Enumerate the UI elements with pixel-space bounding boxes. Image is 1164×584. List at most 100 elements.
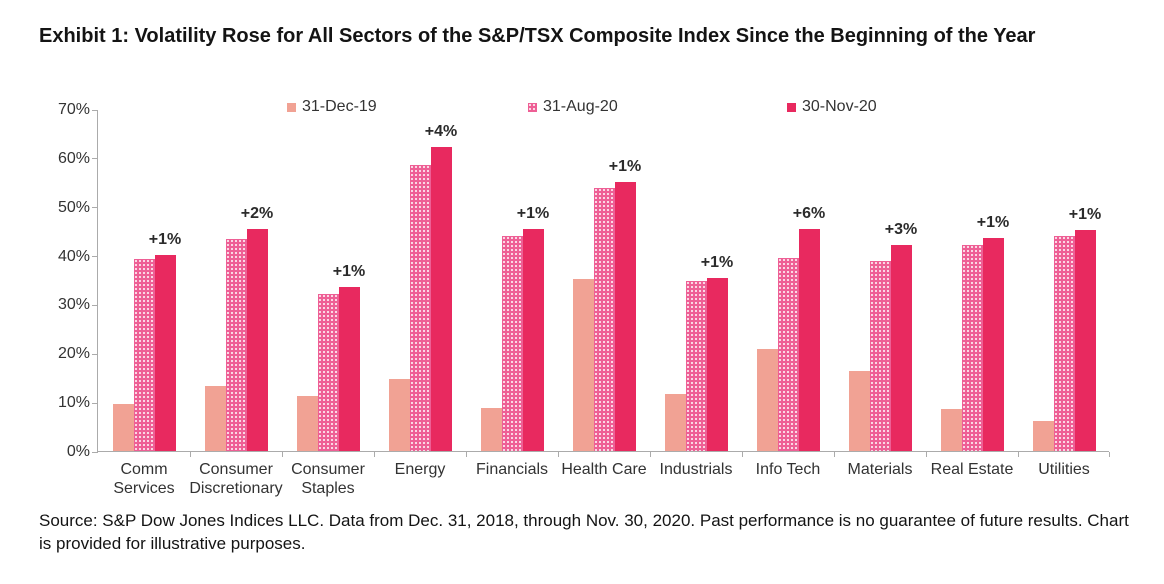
bar-group: +4% bbox=[374, 110, 466, 451]
legend-swatch-icon bbox=[787, 102, 796, 112]
y-tick-label: 40% bbox=[57, 247, 90, 265]
bar-annotation: +1% bbox=[148, 230, 182, 248]
bar-group: +1% bbox=[466, 110, 558, 451]
y-tick bbox=[92, 256, 98, 258]
x-tick bbox=[374, 452, 375, 457]
legend-item-31-aug-20: 31-Aug-20 bbox=[528, 97, 618, 117]
bar-30-nov-20 bbox=[982, 238, 1004, 451]
bar-31-aug-20 bbox=[869, 260, 891, 451]
bar-31-dec-19 bbox=[1032, 421, 1054, 451]
bar-31-aug-20 bbox=[501, 235, 523, 451]
x-category-label: Financials bbox=[475, 461, 549, 478]
bar-group: +1% bbox=[1018, 110, 1110, 451]
y-tick bbox=[92, 451, 98, 453]
x-tick bbox=[834, 452, 835, 457]
bar-31-aug-20 bbox=[685, 281, 707, 451]
x-tick bbox=[650, 452, 651, 457]
y-tick bbox=[92, 353, 98, 355]
bar-31-dec-19 bbox=[388, 378, 410, 451]
y-tick bbox=[92, 109, 98, 111]
bar-31-aug-20 bbox=[133, 259, 155, 451]
x-tick bbox=[466, 452, 467, 457]
x-category-label: Industrials bbox=[659, 461, 733, 478]
y-tick-label: 30% bbox=[57, 296, 90, 314]
y-tick-label: 70% bbox=[57, 101, 90, 118]
bar-group: +3% bbox=[834, 110, 926, 451]
bar-annotation: +1% bbox=[700, 254, 734, 272]
x-category-label: Utilities bbox=[1038, 461, 1090, 478]
bar-31-dec-19 bbox=[848, 371, 870, 451]
bar-annotation: +3% bbox=[884, 221, 918, 239]
bar-30-nov-20 bbox=[614, 181, 636, 451]
bar-31-aug-20 bbox=[777, 257, 799, 451]
x-category-label: Info Tech bbox=[755, 461, 821, 478]
bar-30-nov-20 bbox=[430, 146, 452, 451]
x-tick bbox=[1109, 452, 1110, 457]
y-tick-label: 20% bbox=[57, 345, 90, 363]
bar-30-nov-20 bbox=[154, 254, 176, 451]
bar-31-aug-20 bbox=[961, 245, 983, 451]
bar-30-nov-20 bbox=[706, 278, 728, 451]
y-tick bbox=[92, 304, 98, 306]
bar-31-dec-19 bbox=[480, 408, 502, 451]
bar-annotation: +1% bbox=[976, 214, 1010, 232]
x-tick bbox=[926, 452, 927, 457]
chart-title: Exhibit 1: Volatility Rose for All Secto… bbox=[39, 25, 1036, 47]
legend-swatch-icon bbox=[287, 102, 296, 112]
bar-31-dec-19 bbox=[112, 403, 134, 451]
bar-group: +2% bbox=[190, 110, 282, 451]
bar-31-dec-19 bbox=[756, 348, 778, 451]
bar-31-aug-20 bbox=[1053, 235, 1075, 451]
bar-group: +1% bbox=[650, 110, 742, 451]
bar-30-nov-20 bbox=[1074, 230, 1096, 451]
bar-31-aug-20 bbox=[225, 239, 247, 451]
bar-31-dec-19 bbox=[204, 386, 226, 451]
y-tick bbox=[92, 402, 98, 404]
bar-31-dec-19 bbox=[664, 394, 686, 451]
bar-31-aug-20 bbox=[317, 293, 339, 451]
x-tick bbox=[190, 452, 191, 457]
y-tick bbox=[92, 207, 98, 209]
bar-30-nov-20 bbox=[338, 287, 360, 451]
legend-label: 30-Nov-20 bbox=[802, 98, 877, 115]
y-tick-label: 60% bbox=[57, 149, 90, 167]
bar-30-nov-20 bbox=[522, 228, 544, 451]
bar-31-aug-20 bbox=[409, 164, 431, 451]
x-category-label: Health Care bbox=[561, 461, 647, 478]
legend-swatch-icon bbox=[528, 102, 537, 112]
bar-annotation: +4% bbox=[424, 122, 458, 140]
plot-area: 0% 10% 20% 30% 40% 50% 60% 70% +1% Comm Services +… bbox=[58, 101, 1110, 497]
x-category-label: Energy bbox=[394, 461, 446, 478]
x-tick bbox=[742, 452, 743, 457]
x-tick bbox=[282, 452, 283, 457]
x-category-label: Consumer Staples bbox=[291, 461, 365, 497]
bar-30-nov-20 bbox=[246, 229, 268, 451]
x-category-label: Comm Services bbox=[113, 461, 175, 497]
y-tick-label: 50% bbox=[57, 198, 90, 216]
bar-annotation: +1% bbox=[608, 157, 642, 175]
y-tick-label: 0% bbox=[66, 443, 90, 460]
bar-30-nov-20 bbox=[890, 245, 912, 451]
x-category-label: Real Estate bbox=[930, 461, 1014, 478]
bar-annotation: +1% bbox=[1068, 206, 1102, 224]
legend-item-31-dec-19: 31-Dec-19 bbox=[287, 97, 377, 117]
legend-label: 31-Aug-20 bbox=[543, 98, 618, 115]
bar-31-dec-19 bbox=[572, 278, 594, 451]
x-category-label: Consumer Discretionary bbox=[189, 461, 283, 497]
bar-31-dec-19 bbox=[296, 396, 318, 451]
bar-30-nov-20 bbox=[798, 228, 820, 451]
legend-label: 31-Dec-19 bbox=[302, 98, 377, 115]
bar-group: +6% bbox=[742, 110, 834, 451]
bar-31-dec-19 bbox=[940, 408, 962, 451]
bar-annotation: +1% bbox=[332, 263, 366, 281]
legend-item-30-nov-20: 30-Nov-20 bbox=[787, 97, 877, 117]
bar-31-aug-20 bbox=[593, 187, 615, 451]
x-category-label: Materials bbox=[847, 461, 913, 478]
bar-annotation: +6% bbox=[792, 204, 826, 222]
bar-group: +1% bbox=[558, 110, 650, 451]
x-tick bbox=[558, 452, 559, 457]
source-note: Source: S&P Dow Jones Indices LLC. Data … bbox=[39, 511, 1129, 553]
bar-group: +1% bbox=[98, 110, 190, 451]
y-tick bbox=[92, 158, 98, 160]
